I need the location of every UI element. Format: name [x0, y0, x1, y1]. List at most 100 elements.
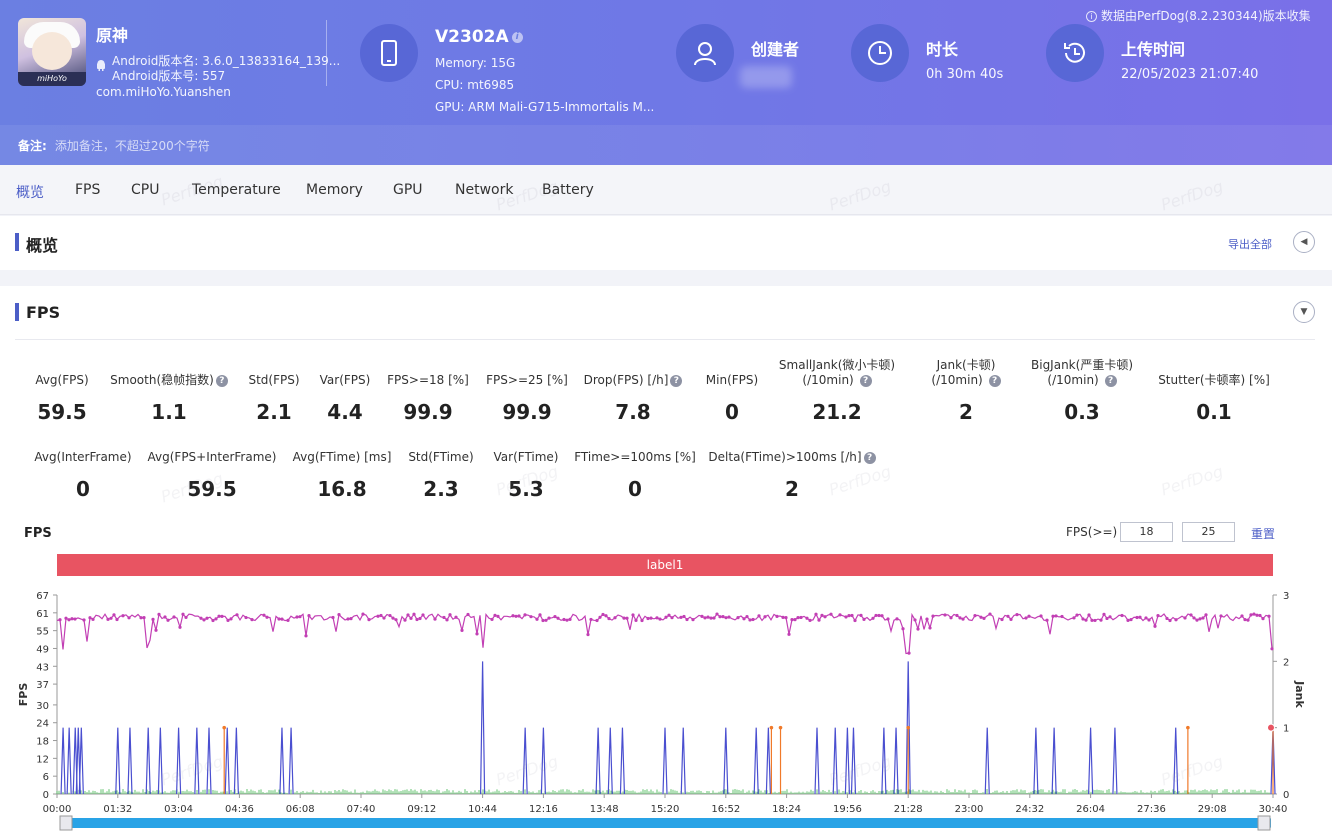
fps-point — [454, 615, 458, 619]
fps-point — [907, 651, 911, 655]
fps-point — [1138, 615, 1142, 619]
fps-point — [787, 632, 791, 636]
fps-point — [1174, 618, 1178, 622]
device-info-icon[interactable]: i — [511, 31, 523, 43]
metric-value: 2.1 — [256, 400, 292, 424]
note-field[interactable]: 备注: 添加备注，不超过200个字符 — [0, 125, 1332, 165]
fps-point — [796, 616, 800, 620]
y-tick-label: 18 — [36, 737, 49, 748]
fps-point — [178, 625, 182, 629]
x-tick-label: 26:04 — [1076, 804, 1105, 815]
fps-point — [304, 634, 308, 638]
fps-point — [586, 633, 590, 637]
fps-point — [745, 615, 749, 619]
fps-point — [1009, 617, 1013, 621]
tab-fps[interactable]: FPS — [75, 182, 101, 198]
fps-point — [184, 615, 188, 620]
fps-point — [1135, 615, 1139, 620]
tab-memory[interactable]: Memory — [306, 182, 363, 198]
fps-point — [943, 613, 947, 617]
jank-spike — [595, 727, 601, 795]
fps-point — [712, 616, 716, 620]
fps-point — [307, 614, 311, 618]
x-tick-label: 07:40 — [347, 804, 376, 815]
fps-point — [973, 614, 977, 618]
fps-point — [862, 617, 866, 621]
ftime-series — [56, 789, 1274, 794]
fps-point — [157, 612, 161, 616]
fps-point — [763, 615, 767, 619]
fps-point — [523, 613, 527, 617]
collapse-left-button[interactable]: ◀ — [1293, 231, 1315, 253]
fps-point — [1201, 616, 1205, 620]
fps-point — [235, 613, 239, 617]
fps-point — [700, 614, 704, 618]
fps-point — [727, 615, 731, 619]
range-handle-right[interactable] — [1257, 815, 1271, 831]
fps-point — [1060, 614, 1064, 619]
duration-value: 0h 30m 40s — [926, 67, 1004, 82]
fps-point — [622, 616, 626, 620]
fps-point — [988, 612, 992, 616]
jank-spike — [814, 727, 820, 795]
fps-point — [265, 615, 269, 619]
metric-value: 0.1 — [1196, 400, 1232, 424]
x-tick-label: 21:28 — [894, 804, 923, 815]
fps-point — [106, 617, 110, 621]
fps-point — [73, 617, 77, 621]
app-package: com.miHoYo.Yuanshen — [96, 85, 231, 99]
jank-spike — [194, 727, 200, 795]
tab-network[interactable]: Network — [455, 182, 514, 198]
fps-threshold-input-2[interactable]: 25 — [1182, 522, 1235, 542]
fps-point — [64, 616, 68, 620]
fps-point — [376, 614, 380, 618]
fps-point — [814, 612, 818, 616]
export-all-link[interactable]: 导出全部 — [1228, 238, 1272, 251]
help-icon[interactable]: ? — [863, 451, 876, 464]
help-icon[interactable]: ? — [1104, 374, 1117, 387]
fps-point — [331, 615, 335, 620]
jank-spike — [832, 727, 838, 795]
metric-label: Jank(卡顿) (/10min) ? — [876, 358, 1056, 388]
help-icon[interactable]: ? — [988, 374, 1001, 387]
metric-label: Avg(FPS) — [35, 373, 89, 387]
help-icon[interactable]: ? — [670, 374, 683, 387]
fps-point — [793, 617, 797, 622]
fps-point — [1051, 614, 1055, 618]
metric-value: 0 — [725, 400, 739, 424]
fps-point — [640, 618, 644, 623]
y2-tick-label: 1 — [1283, 724, 1289, 735]
jank-spike — [753, 727, 759, 795]
fps-point — [88, 616, 92, 620]
jank-spike — [224, 727, 230, 795]
fps-point — [529, 615, 533, 619]
fps-point — [67, 618, 71, 622]
reset-link[interactable]: 重置 — [1251, 527, 1276, 541]
help-icon[interactable]: ? — [215, 374, 228, 387]
duration-icon-circle — [851, 24, 909, 82]
tab-battery[interactable]: Battery — [542, 182, 594, 198]
tab-temperature[interactable]: Temperature — [192, 182, 281, 198]
note-placeholder[interactable]: 添加备注，不超过200个字符 — [54, 139, 210, 153]
label-band — [57, 554, 1273, 576]
collapse-down-button[interactable]: ▼ — [1293, 301, 1315, 323]
fps-point — [403, 618, 407, 622]
metric-value: 21.2 — [812, 400, 862, 424]
tab-overview[interactable]: 概览 — [16, 185, 44, 201]
fps-point — [784, 615, 788, 620]
fps-point — [1240, 614, 1244, 618]
fps-point — [799, 615, 803, 620]
jank-spike — [176, 727, 182, 795]
tab-cpu[interactable]: CPU — [131, 182, 160, 198]
fps-point — [748, 618, 752, 622]
range-handle-left[interactable] — [59, 815, 73, 831]
jank-spike — [288, 727, 294, 795]
x-tick-label: 03:04 — [164, 804, 193, 815]
duration-title: 时长 — [926, 40, 959, 59]
tab-gpu[interactable]: GPU — [393, 182, 423, 198]
fps-point — [445, 618, 449, 622]
help-icon[interactable]: ? — [859, 374, 872, 387]
bigjank-point — [1186, 725, 1190, 730]
fps-threshold-input-1[interactable]: 18 — [1120, 522, 1173, 542]
